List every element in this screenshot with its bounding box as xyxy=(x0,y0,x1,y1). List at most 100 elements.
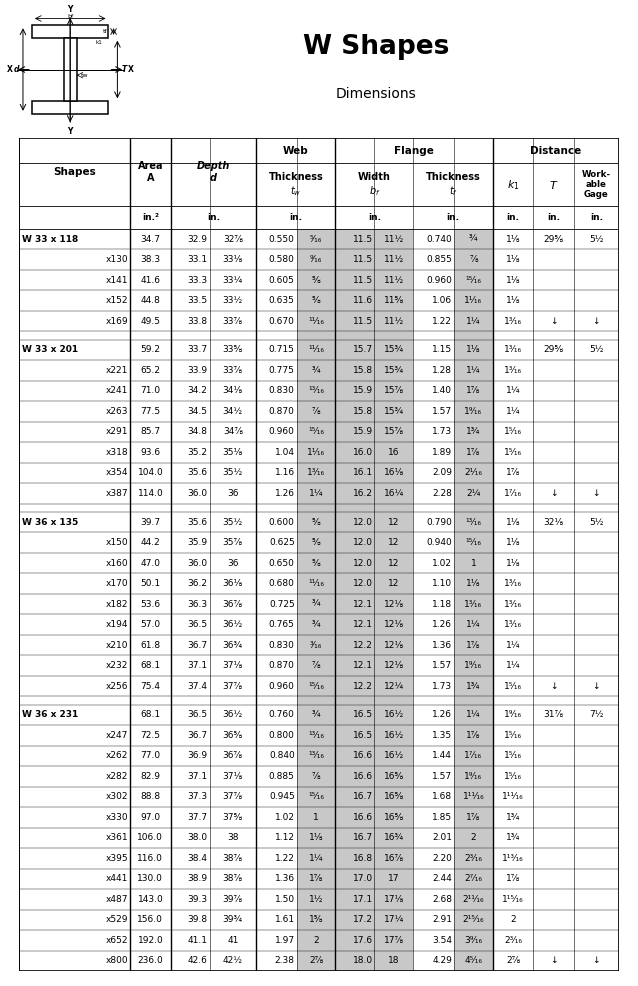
Text: 2: 2 xyxy=(313,936,319,945)
Text: 35.6: 35.6 xyxy=(187,468,207,477)
Text: x152: x152 xyxy=(106,296,128,305)
Text: x487: x487 xyxy=(106,895,128,904)
Text: 41: 41 xyxy=(227,936,239,945)
Text: 36.0: 36.0 xyxy=(187,559,207,568)
Text: 1.97: 1.97 xyxy=(274,936,295,945)
Text: 1⁷⁄₁₆: 1⁷⁄₁₆ xyxy=(464,751,482,760)
Text: 1.26: 1.26 xyxy=(432,710,452,720)
Text: ¹⁵⁄₁₆: ¹⁵⁄₁₆ xyxy=(308,681,324,690)
Text: x130: x130 xyxy=(106,255,128,264)
Text: ¹³⁄₁₆: ¹³⁄₁₆ xyxy=(308,387,324,395)
Text: ¹¹⁄₁₆: ¹¹⁄₁₆ xyxy=(308,579,324,588)
Text: 1⁹⁄₁₆: 1⁹⁄₁₆ xyxy=(464,407,482,416)
Text: ↓: ↓ xyxy=(593,489,600,498)
Text: 17⅞: 17⅞ xyxy=(384,936,404,945)
Text: 1¾: 1¾ xyxy=(506,812,521,822)
Text: 15¾: 15¾ xyxy=(384,366,404,375)
Text: 36½: 36½ xyxy=(223,620,243,629)
Text: 1.15: 1.15 xyxy=(432,345,452,354)
Text: 0.870: 0.870 xyxy=(269,662,295,670)
Text: 34.2: 34.2 xyxy=(188,387,207,395)
Text: 44.8: 44.8 xyxy=(140,296,160,305)
Text: 0.840: 0.840 xyxy=(269,751,295,760)
Text: W 36 x 135: W 36 x 135 xyxy=(22,518,78,527)
Text: 1.85: 1.85 xyxy=(432,812,452,822)
Text: x282: x282 xyxy=(106,772,128,781)
Text: x221: x221 xyxy=(106,366,128,375)
Text: 1³⁄₁₆: 1³⁄₁₆ xyxy=(504,599,523,608)
Text: 36½: 36½ xyxy=(223,710,243,720)
Text: 1.57: 1.57 xyxy=(432,772,452,781)
Text: 11⅝: 11⅝ xyxy=(384,296,404,305)
Text: 16⅛: 16⅛ xyxy=(384,468,404,477)
Text: in.: in. xyxy=(590,213,603,222)
Text: 0.635: 0.635 xyxy=(269,296,295,305)
Text: 38.0: 38.0 xyxy=(187,833,207,842)
Text: 2: 2 xyxy=(510,915,516,925)
Text: Thickness
$t_f$: Thickness $t_f$ xyxy=(426,172,480,197)
Text: 1³⁄₁₆: 1³⁄₁₆ xyxy=(504,366,523,375)
Text: 1¼: 1¼ xyxy=(466,366,480,375)
Text: 1⅛: 1⅛ xyxy=(506,518,521,527)
Text: 34½: 34½ xyxy=(223,407,243,416)
Text: 1⁹⁄₁₆: 1⁹⁄₁₆ xyxy=(504,710,523,720)
Text: x160: x160 xyxy=(106,559,128,568)
Text: 12.0: 12.0 xyxy=(353,579,373,588)
Text: 16.5: 16.5 xyxy=(353,731,373,740)
Text: ¹¹⁄₁₆: ¹¹⁄₁₆ xyxy=(308,317,324,325)
Text: x330: x330 xyxy=(106,812,128,822)
Text: 41.6: 41.6 xyxy=(140,276,160,285)
Text: tw: tw xyxy=(80,73,88,78)
Text: 1.22: 1.22 xyxy=(433,317,452,325)
Text: 37⅛: 37⅛ xyxy=(223,662,243,670)
Text: 1.26: 1.26 xyxy=(275,489,295,498)
Text: Y: Y xyxy=(68,127,73,136)
Text: 33.3: 33.3 xyxy=(187,276,207,285)
Text: 1⅛: 1⅛ xyxy=(466,345,480,354)
Text: 0.855: 0.855 xyxy=(426,255,452,264)
Bar xyxy=(454,229,493,971)
Text: 12: 12 xyxy=(389,579,399,588)
Text: 12.0: 12.0 xyxy=(353,518,373,527)
Text: ¹⁵⁄₁₆: ¹⁵⁄₁₆ xyxy=(466,538,482,547)
Text: 1.35: 1.35 xyxy=(432,731,452,740)
Text: 38.3: 38.3 xyxy=(140,255,160,264)
Text: 0.715: 0.715 xyxy=(269,345,295,354)
Text: 11.5: 11.5 xyxy=(353,317,373,325)
Text: 2³⁄₁₆: 2³⁄₁₆ xyxy=(504,936,522,945)
Text: 1: 1 xyxy=(313,812,319,822)
Text: 0.960: 0.960 xyxy=(269,427,295,437)
Text: 1⅛: 1⅛ xyxy=(506,559,521,568)
Text: 17.0: 17.0 xyxy=(353,875,373,883)
Text: ⅞: ⅞ xyxy=(312,772,320,781)
Text: 2¹⁄₁₆: 2¹⁄₁₆ xyxy=(464,468,482,477)
Text: ⁵⁄₁₆: ⁵⁄₁₆ xyxy=(310,235,322,244)
Text: 4.29: 4.29 xyxy=(433,956,452,965)
Text: 15.7: 15.7 xyxy=(353,345,373,354)
Text: 1¾: 1¾ xyxy=(506,833,521,842)
Text: x256: x256 xyxy=(106,681,128,690)
Text: 1¹⁄₁₆: 1¹⁄₁₆ xyxy=(307,448,325,457)
Text: 61.8: 61.8 xyxy=(140,641,160,650)
Text: 3.54: 3.54 xyxy=(432,936,452,945)
Text: 16⅞: 16⅞ xyxy=(384,854,404,863)
Text: in.: in. xyxy=(207,213,220,222)
Text: 5½: 5½ xyxy=(589,345,604,354)
Text: 36.3: 36.3 xyxy=(187,599,207,608)
Text: 0.830: 0.830 xyxy=(269,387,295,395)
Text: 1.06: 1.06 xyxy=(432,296,452,305)
Text: 34.5: 34.5 xyxy=(187,407,207,416)
Text: 1¼: 1¼ xyxy=(309,854,323,863)
Text: W 33 x 201: W 33 x 201 xyxy=(22,345,78,354)
Text: $k_1$: $k_1$ xyxy=(507,177,519,191)
Text: ⅞: ⅞ xyxy=(469,255,478,264)
Text: 15⅞: 15⅞ xyxy=(384,387,404,395)
Text: 41.1: 41.1 xyxy=(187,936,207,945)
Text: ⅝: ⅝ xyxy=(311,518,320,527)
Text: x182: x182 xyxy=(106,599,128,608)
Text: 0.790: 0.790 xyxy=(426,518,452,527)
Text: 0.960: 0.960 xyxy=(426,276,452,285)
Text: 1⅞: 1⅞ xyxy=(466,731,480,740)
Text: 33⅛: 33⅛ xyxy=(223,255,243,264)
Text: 1⁹⁄₁₆: 1⁹⁄₁₆ xyxy=(464,772,482,781)
